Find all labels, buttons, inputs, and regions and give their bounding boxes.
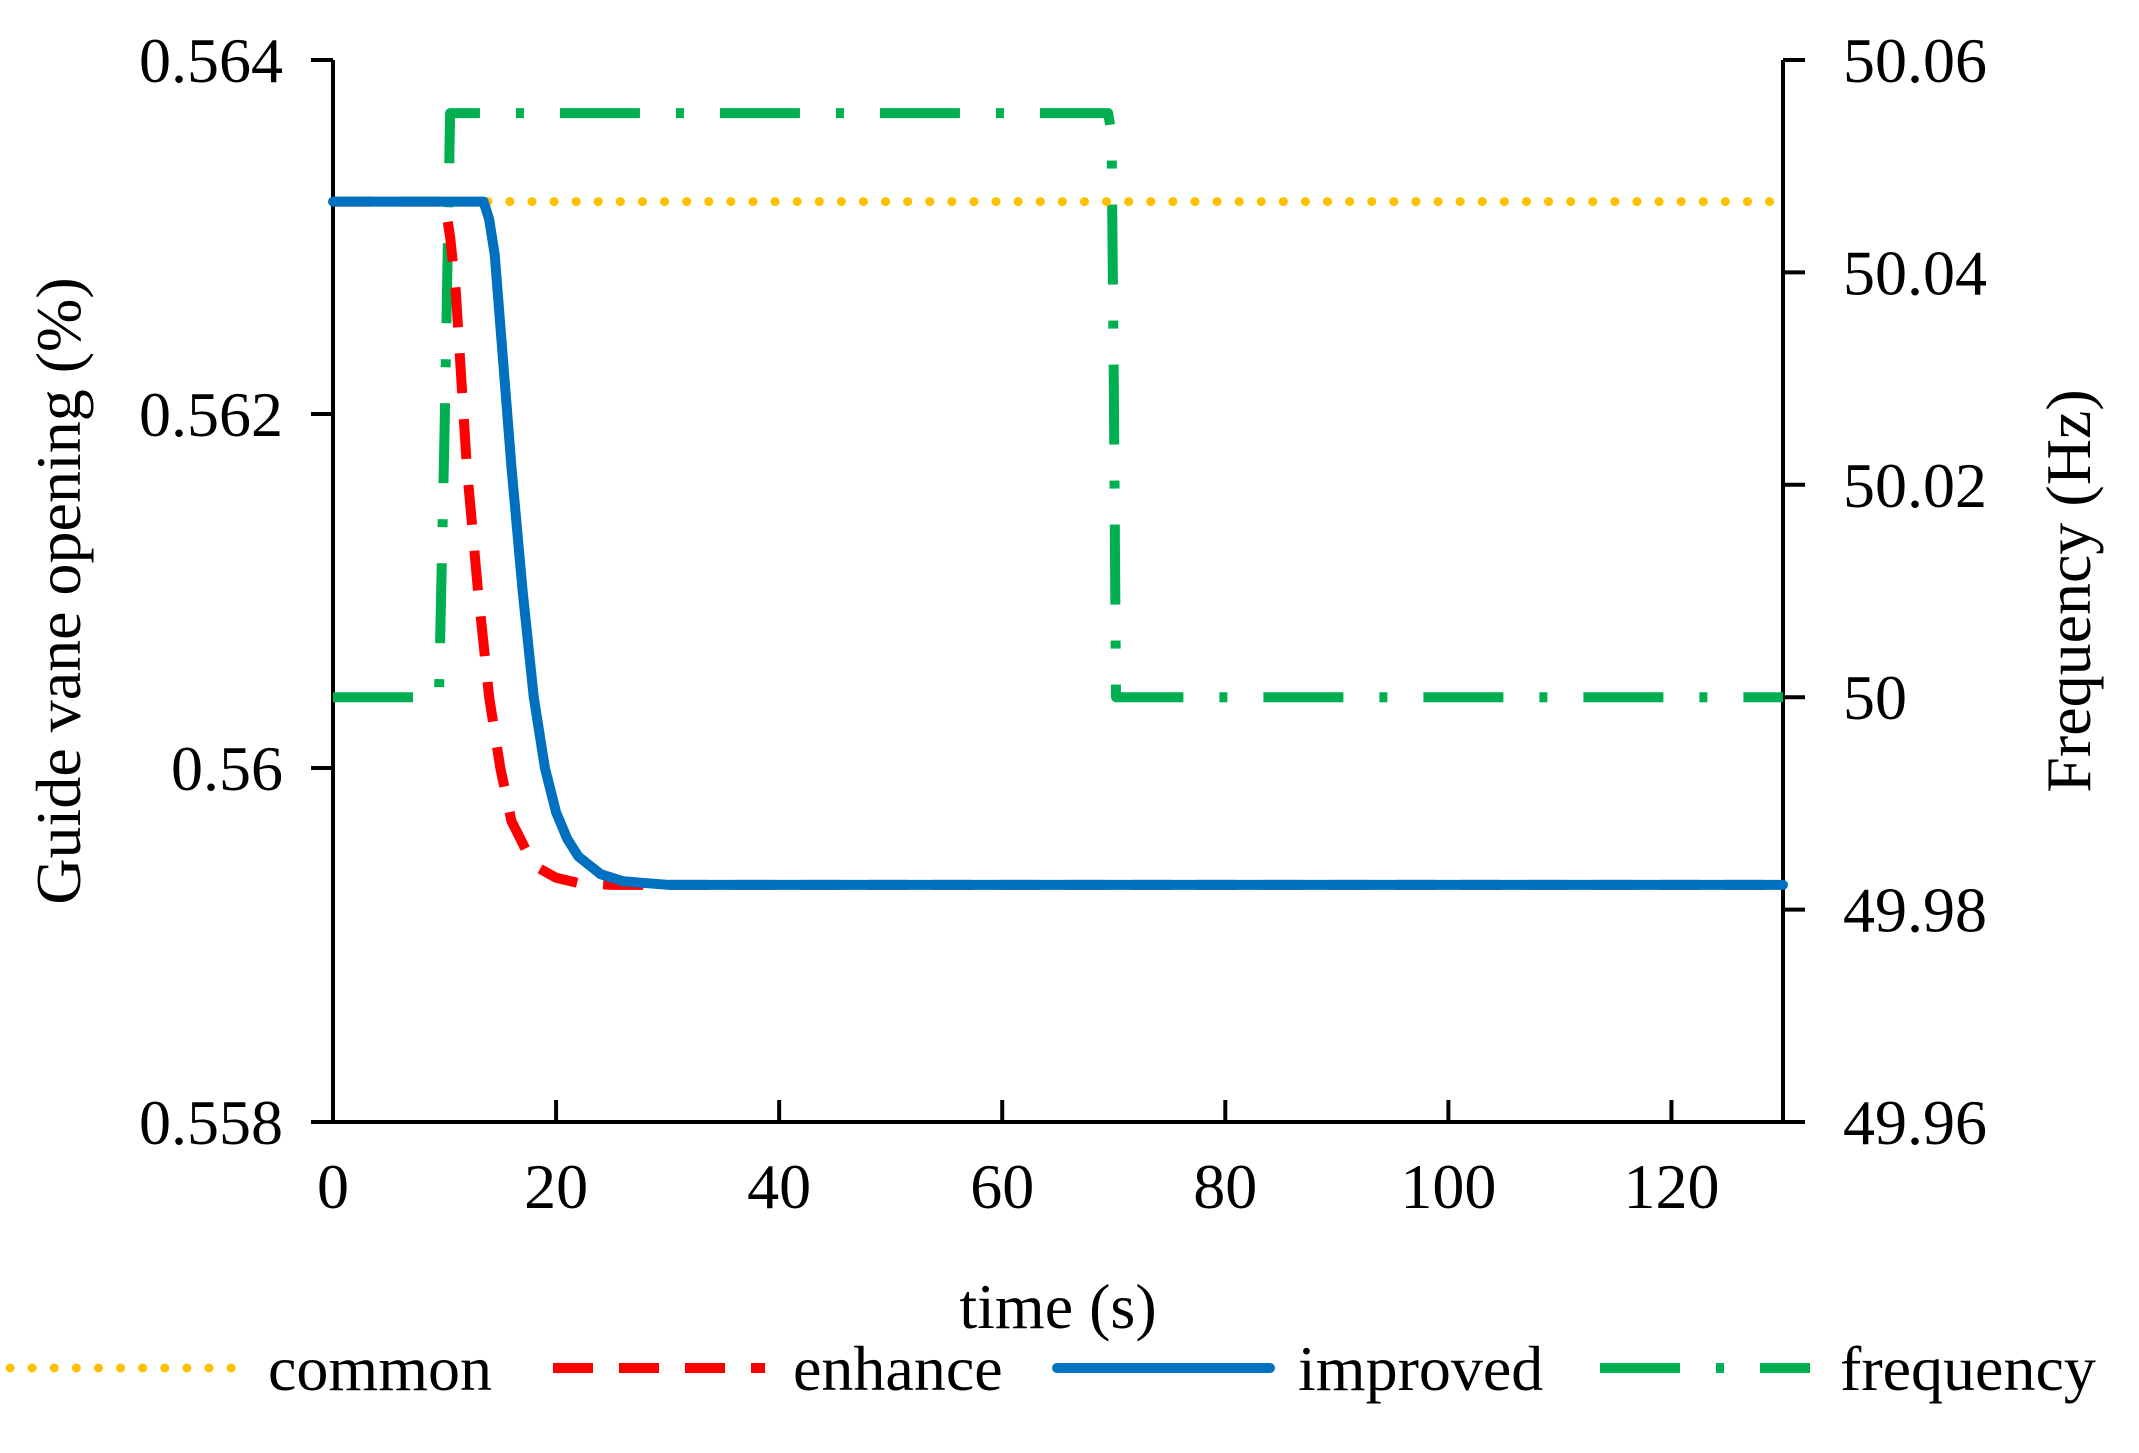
right-y-tick-label: 50 <box>1843 662 1907 733</box>
x-axis-title: time (s) <box>959 1271 1156 1342</box>
x-tick-label: 120 <box>1623 1151 1719 1222</box>
left-y-tick-label: 0.56 <box>171 733 283 804</box>
right-y-tick-label: 49.98 <box>1843 875 1987 946</box>
legend: common enhance improved frequency <box>5 1333 2096 1404</box>
right-y-tick-label: 50.06 <box>1843 25 1987 96</box>
left-y-tick-label: 0.558 <box>139 1087 283 1158</box>
legend-label-common: common <box>268 1333 492 1404</box>
right-y-tick-label: 50.04 <box>1843 237 1987 308</box>
right-y-axis-title: Frequency (Hz) <box>2033 389 2104 792</box>
axes <box>311 58 1805 1124</box>
x-tick-label: 80 <box>1193 1151 1257 1222</box>
left-y-axis-title: Guide vane opening (%) <box>23 277 94 904</box>
left-y-tick-label: 0.564 <box>139 25 283 96</box>
legend-label-improved: improved <box>1298 1333 1543 1404</box>
left-y-tick-label: 0.562 <box>139 379 283 450</box>
series-line-frequency <box>333 108 1783 703</box>
right-y-tick-label: 49.96 <box>1843 1087 1987 1158</box>
axis-labels: 0 20 40 60 80 100 120 0.558 0.56 0.562 0.564 49.96 4… <box>23 25 2104 1342</box>
right-y-tick-label: 50.02 <box>1843 450 1987 521</box>
x-tick-label: 100 <box>1400 1151 1496 1222</box>
series-line-improved <box>328 196 1788 890</box>
x-tick-label: 40 <box>747 1151 811 1222</box>
x-tick-label: 0 <box>317 1151 349 1222</box>
x-tick-label: 60 <box>970 1151 1034 1222</box>
series-lines <box>328 108 1788 890</box>
legend-label-enhance: enhance <box>793 1333 1003 1404</box>
x-tick-label: 20 <box>524 1151 588 1222</box>
legend-label-frequency: frequency <box>1840 1333 2096 1404</box>
